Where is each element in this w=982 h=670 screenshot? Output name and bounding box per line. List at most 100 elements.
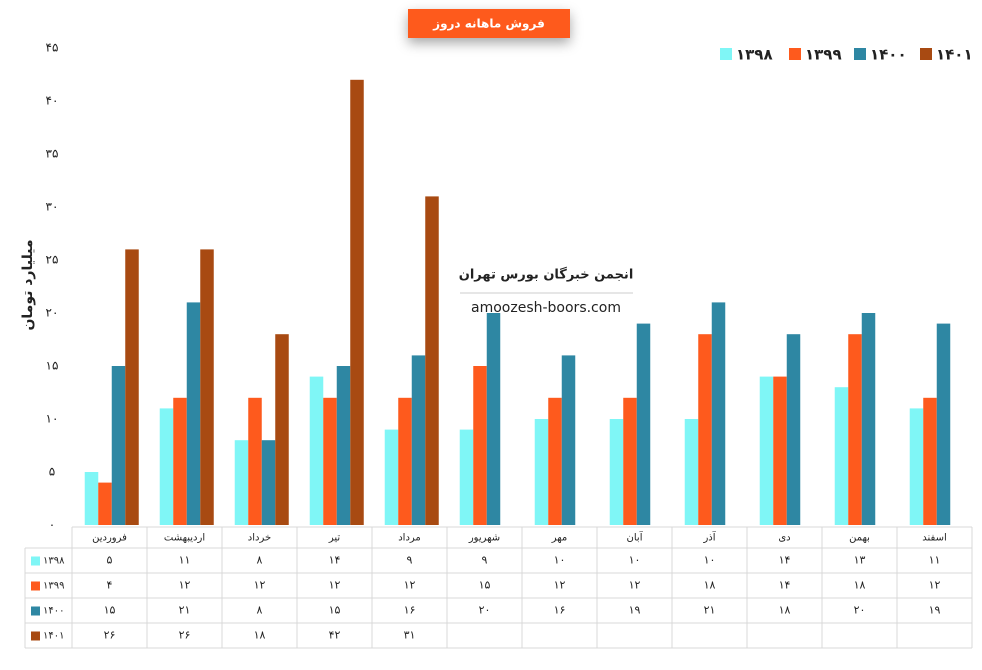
bar — [350, 79, 364, 526]
x-tick-label: مهر — [551, 533, 567, 544]
bar — [623, 397, 637, 525]
table-value: ۱۸ — [779, 604, 791, 617]
x-tick-label: خرداد — [248, 533, 271, 544]
y-tick-label: ۳۰ — [46, 200, 59, 214]
bar — [336, 366, 351, 525]
table-value: ۱۸ — [254, 629, 266, 642]
table-value: ۱۸ — [704, 579, 716, 592]
table-legend-label: ۱۳۹۸ — [43, 556, 65, 567]
y-tick-label: ۳۵ — [46, 147, 59, 161]
bar — [323, 397, 337, 525]
title-box — [408, 9, 570, 38]
bar — [84, 472, 99, 525]
bar — [923, 397, 937, 525]
bar — [861, 313, 876, 525]
x-tick-label: اردیبهشت — [164, 533, 205, 544]
bar — [848, 334, 862, 525]
bar — [786, 334, 801, 525]
table-value: ۱۲ — [254, 579, 266, 592]
table-value: ۵ — [107, 554, 113, 567]
y-tick-label: ۴۵ — [46, 41, 59, 55]
table-value: ۱۹ — [929, 604, 941, 617]
table-value: ۲۰ — [854, 604, 866, 617]
bar — [698, 334, 712, 525]
table-legend-label: ۱۳۹۹ — [43, 581, 64, 592]
table-legend-swatch — [31, 606, 40, 616]
x-tick-label: مرداد — [398, 533, 421, 544]
bar — [473, 366, 487, 525]
x-tick-label: شهریور — [468, 533, 500, 544]
table-value: ۱۵ — [104, 604, 116, 617]
bar — [398, 397, 412, 525]
bar — [173, 397, 187, 525]
table-value: ۱۰ — [704, 554, 716, 567]
bar — [384, 429, 399, 525]
table-value: ۱۱ — [179, 554, 191, 567]
bar — [261, 440, 276, 525]
bar — [425, 196, 439, 525]
table-value: ۴ — [107, 579, 113, 592]
y-tick-label: ۲۰ — [46, 306, 59, 320]
x-tick-label: آبان — [627, 531, 644, 544]
watermark-title: انجمن خبرگان بورس تهران — [459, 267, 634, 283]
table-value: ۱۲ — [554, 579, 566, 592]
x-tick-label: فروردین — [92, 533, 127, 544]
table-value: ۱۶ — [404, 604, 416, 617]
bar — [486, 313, 501, 525]
legend-label: ۱۴۰۱ — [936, 46, 973, 64]
bar — [200, 249, 214, 525]
table-value: ۴۲ — [329, 629, 341, 642]
chart-title: فروش ماهانه دروز — [432, 17, 545, 32]
table-legend-label: ۱۴۰۰ — [43, 606, 64, 617]
table-value: ۲۱ — [179, 604, 191, 617]
table-value: ۲۰ — [479, 604, 491, 617]
table-value: ۱۲ — [179, 579, 191, 592]
table-value: ۱۵ — [479, 579, 491, 592]
y-axis-label: میلیارد تومان — [20, 239, 36, 330]
y-tick-label: ۰ — [49, 518, 55, 532]
table-value: ۱۹ — [629, 604, 641, 617]
bar — [411, 355, 426, 525]
bar — [609, 419, 624, 525]
table-value: ۹ — [482, 554, 488, 567]
y-tick-label: ۴۰ — [46, 94, 59, 108]
bar — [561, 355, 576, 525]
table-legend-swatch — [31, 581, 40, 591]
table-value: ۱۰ — [629, 554, 641, 567]
table-value: ۲۱ — [704, 604, 716, 617]
table-value: ۱۴ — [779, 554, 791, 567]
legend-label: ۱۴۰۰ — [870, 46, 907, 64]
bar — [186, 302, 201, 525]
x-tick-label: دی — [778, 533, 790, 544]
table-value: ۱۲ — [404, 579, 416, 592]
table-value: ۳۱ — [404, 629, 416, 642]
bar — [773, 376, 787, 525]
bar — [684, 419, 699, 525]
bar — [125, 249, 139, 525]
table-value: ۱۲ — [329, 579, 341, 592]
bar — [111, 366, 126, 525]
bar — [459, 429, 474, 525]
y-tick-label: ۱۰ — [46, 412, 59, 426]
table-value: ۱۵ — [329, 604, 341, 617]
table-value: ۱۴ — [779, 579, 791, 592]
bar — [936, 323, 951, 525]
x-tick-label: آذر — [702, 531, 716, 544]
table-legend-label: ۱۴۰۱ — [43, 631, 64, 642]
table-value: ۱۳ — [854, 554, 866, 567]
bar — [636, 323, 651, 525]
bar — [834, 387, 849, 525]
bar — [534, 419, 549, 525]
table-value: ۱۸ — [854, 579, 866, 592]
table-legend-swatch — [31, 556, 40, 566]
bar — [159, 408, 174, 525]
table-legend-swatch — [31, 631, 40, 641]
bar — [275, 334, 289, 525]
table-value: ۸ — [257, 554, 263, 567]
table-value: ۱۶ — [554, 604, 566, 617]
x-tick-label: بهمن — [849, 533, 870, 544]
x-tick-label: اسفند — [922, 533, 946, 544]
bar — [309, 376, 324, 525]
table-value: ۸ — [257, 604, 263, 617]
